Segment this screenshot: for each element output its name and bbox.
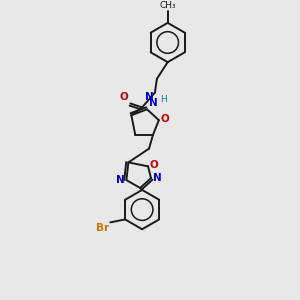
- Text: O: O: [150, 160, 159, 170]
- Text: O: O: [161, 114, 170, 124]
- Text: N: N: [153, 173, 162, 183]
- Text: O: O: [120, 92, 128, 103]
- Text: N: N: [116, 175, 124, 185]
- Text: Br: Br: [96, 223, 110, 233]
- Text: N: N: [149, 98, 158, 108]
- Text: N: N: [145, 92, 154, 102]
- Text: CH₃: CH₃: [159, 1, 176, 10]
- Text: H: H: [160, 94, 166, 103]
